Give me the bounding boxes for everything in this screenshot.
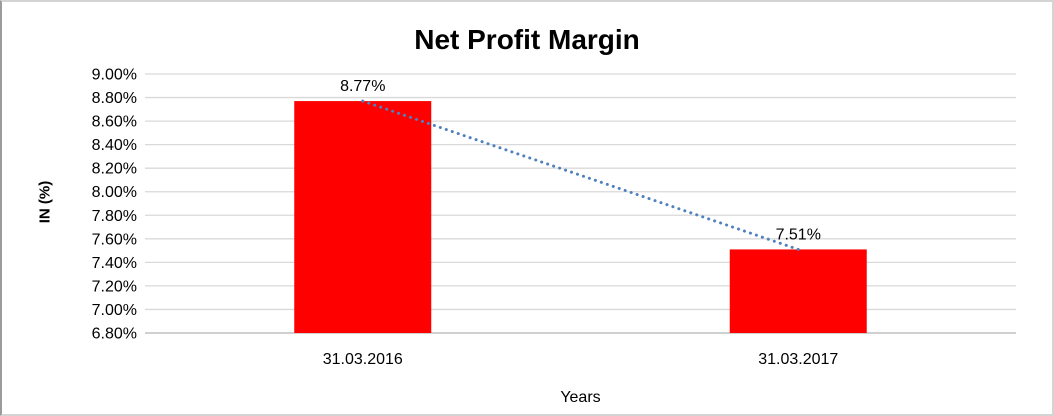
y-tick-label: 7.80% (92, 208, 137, 225)
chart-title: Net Profit Margin (414, 24, 640, 55)
y-tick-label: 8.20% (92, 161, 137, 178)
y-tick-label: 7.20% (92, 278, 137, 295)
y-tick-label: 8.80% (92, 90, 137, 107)
bar (294, 101, 432, 333)
y-tick-label: 8.00% (92, 184, 137, 201)
y-tick-label: 8.40% (92, 137, 137, 154)
x-category-label: 31.03.2016 (323, 351, 403, 368)
x-axis-title: Years (560, 389, 601, 406)
y-tick-label: 7.60% (92, 231, 137, 248)
y-tick-label: 9.00% (92, 67, 137, 84)
bar-value-label: 8.77% (340, 78, 385, 95)
y-tick-label: 6.80% (92, 326, 137, 343)
y-tick-label: 7.00% (92, 302, 137, 319)
y-tick-label: 8.60% (92, 114, 137, 131)
bar (729, 249, 867, 333)
trendline (361, 99, 800, 251)
x-category-label: 31.03.2017 (758, 351, 838, 368)
y-tick-label: 7.40% (92, 255, 137, 272)
bar-value-label: 7.51% (776, 226, 821, 243)
